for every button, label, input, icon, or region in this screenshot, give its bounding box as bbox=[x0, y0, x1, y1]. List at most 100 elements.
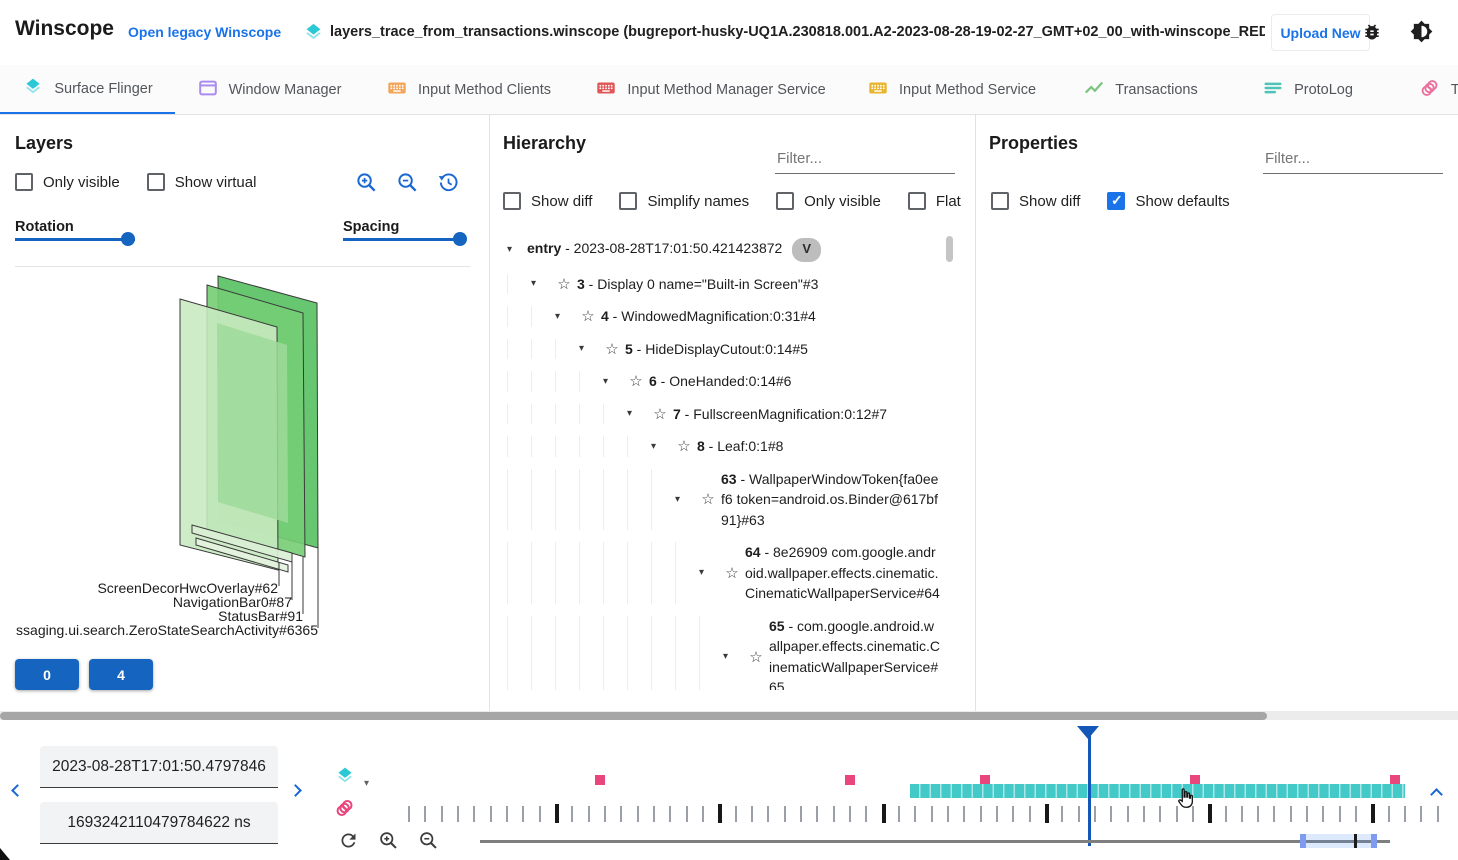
node-label: 6 - OneHanded:0:14#6 bbox=[649, 373, 792, 389]
checkbox-icon[interactable] bbox=[776, 192, 795, 210]
tree-node-3[interactable]: ▾ ☆ 3 - Display 0 name="Built-in Screen"#3 bbox=[491, 268, 946, 301]
pin-star-icon[interactable]: ☆ bbox=[749, 648, 763, 666]
option-show-diff[interactable]: Show diff bbox=[991, 192, 1080, 210]
ruler-tick bbox=[1224, 806, 1227, 822]
sf-trace-bar[interactable] bbox=[910, 784, 1405, 798]
transition-marker[interactable] bbox=[595, 775, 605, 785]
tree-node-5[interactable]: ▾ ☆ 5 - HideDisplayCutout:0:14#5 bbox=[491, 333, 946, 366]
collapse-arrow-icon[interactable]: ▾ bbox=[651, 440, 657, 452]
transition-marker[interactable] bbox=[980, 775, 990, 785]
checkbox-icon[interactable] bbox=[1107, 192, 1126, 210]
upload-new-button[interactable]: Upload New bbox=[1271, 14, 1370, 51]
timeline-cursor[interactable] bbox=[1088, 728, 1091, 846]
tree-node-6[interactable]: ▾ ☆ 6 - OneHanded:0:14#6 bbox=[491, 365, 946, 398]
display-0-button[interactable]: 0 bbox=[15, 659, 79, 690]
tab-window-manager[interactable]: Window Manager bbox=[175, 65, 363, 114]
indent-guide bbox=[555, 468, 579, 530]
checkbox-icon[interactable] bbox=[15, 173, 33, 191]
timeline-ruler[interactable] bbox=[0, 720, 1458, 860]
refresh-icon[interactable] bbox=[338, 830, 359, 856]
ns-timestamp-field[interactable] bbox=[40, 802, 278, 844]
range-handle-right[interactable] bbox=[1371, 834, 1377, 848]
only-visible-option[interactable]: Only visible bbox=[15, 173, 120, 191]
tree-node-4[interactable]: ▾ ☆ 4 - WindowedMagnification:0:31#4 bbox=[491, 300, 946, 333]
range-handle-left[interactable] bbox=[1300, 834, 1306, 848]
pin-star-icon[interactable]: ☆ bbox=[581, 308, 595, 326]
zoom-out-icon[interactable] bbox=[396, 171, 419, 199]
hierarchy-scrollbar[interactable] bbox=[946, 236, 953, 686]
tab-transitions[interactable]: Transitions bbox=[1390, 65, 1458, 114]
tab-input-method-manager-service[interactable]: Input Method Manager Service bbox=[574, 65, 847, 114]
tab-input-method-service[interactable]: Input Method Service bbox=[847, 65, 1056, 114]
timeline-range-track[interactable] bbox=[480, 840, 1390, 843]
dark-mode-toggle-icon[interactable] bbox=[1410, 20, 1433, 48]
tree-node-8[interactable]: ▾ ☆ 8 - Leaf:0:1#8 bbox=[491, 430, 946, 463]
tab-protolog[interactable]: ProtoLog bbox=[1225, 65, 1390, 114]
ruler-tick bbox=[1061, 806, 1064, 822]
tree-node-65[interactable]: ▾ ☆ 65 - com.google.android.wallpaper.effe… bbox=[491, 610, 946, 690]
pin-star-icon[interactable]: ☆ bbox=[677, 438, 691, 456]
hierarchy-filter-input[interactable] bbox=[775, 148, 955, 174]
properties-filter-input[interactable] bbox=[1263, 148, 1443, 174]
node-label: 7 - FullscreenMagnification:0:12#7 bbox=[673, 405, 888, 422]
collapse-arrow-icon[interactable]: ▾ bbox=[507, 244, 513, 256]
collapse-arrow-icon[interactable]: ▾ bbox=[579, 343, 585, 355]
pin-star-icon[interactable]: ☆ bbox=[605, 340, 619, 358]
option-flat[interactable]: Flat bbox=[907, 192, 961, 210]
zoom-in-icon[interactable] bbox=[378, 830, 399, 856]
rotation-slider[interactable] bbox=[15, 232, 135, 246]
tree-node-entry[interactable]: ▾ entry - 2023-08-28T17:01:50.421423872 V bbox=[491, 232, 946, 268]
collapse-arrow-icon[interactable]: ▾ bbox=[723, 651, 729, 662]
option-show-defaults[interactable]: Show defaults bbox=[1107, 192, 1230, 210]
collapse-arrow-icon[interactable]: ▾ bbox=[603, 375, 609, 387]
checkbox-icon[interactable] bbox=[146, 173, 165, 191]
open-legacy-link[interactable]: Open legacy Winscope bbox=[128, 24, 282, 40]
collapse-arrow-icon[interactable]: ▾ bbox=[531, 278, 537, 290]
ruler-tick bbox=[799, 806, 802, 822]
report-bug-icon[interactable] bbox=[1362, 22, 1382, 47]
node-label: 63 - WallpaperWindowToken{fa0eef6 token=… bbox=[721, 470, 939, 528]
zoom-in-icon[interactable] bbox=[355, 171, 378, 199]
collapse-arrow-icon[interactable]: ▾ bbox=[627, 408, 633, 420]
tree-node-63[interactable]: ▾ ☆ 63 - WallpaperWindowToken{fa0eef6 toke… bbox=[491, 463, 946, 537]
transition-marker[interactable] bbox=[1190, 775, 1200, 785]
transition-marker[interactable] bbox=[845, 775, 855, 785]
timeline-range-selection[interactable] bbox=[1300, 834, 1377, 848]
option-only-visible[interactable]: Only visible bbox=[776, 192, 881, 210]
collapse-arrow-icon[interactable]: ▾ bbox=[699, 567, 705, 579]
tree-node-64[interactable]: ▾ ☆ 64 - 8e26909 com.google.android.wallpa… bbox=[491, 536, 946, 610]
checkbox-icon[interactable] bbox=[619, 192, 638, 210]
tab-label: Surface Flinger bbox=[54, 80, 153, 97]
main-horizontal-scrollbar[interactable] bbox=[0, 711, 1458, 720]
tab-label: Window Manager bbox=[228, 82, 342, 98]
tab-input-method-clients[interactable]: Input Method Clients bbox=[363, 65, 574, 114]
spacing-slider[interactable] bbox=[343, 232, 467, 246]
checkbox-label: Flat bbox=[935, 192, 961, 210]
option-simplify-names[interactable]: Simplify names bbox=[619, 192, 749, 210]
collapse-arrow-icon[interactable]: ▾ bbox=[675, 493, 681, 505]
option-show-diff[interactable]: Show diff bbox=[503, 192, 592, 210]
show-virtual-option[interactable]: Show virtual bbox=[146, 173, 256, 191]
pin-star-icon[interactable]: ☆ bbox=[629, 373, 643, 391]
checkbox-icon[interactable] bbox=[907, 192, 926, 210]
visibility-chip: V bbox=[792, 238, 821, 262]
indent-guide bbox=[507, 273, 531, 294]
tree-node-7[interactable]: ▾ ☆ 7 - FullscreenMagnification:0:12#7 bbox=[491, 398, 946, 431]
transition-marker[interactable] bbox=[1390, 775, 1400, 785]
display-4-button[interactable]: 4 bbox=[89, 659, 153, 690]
reset-view-icon[interactable] bbox=[437, 171, 460, 199]
layers-3d-view[interactable]: ScreenDecorHwcOverlay#62 NavigationBar0#… bbox=[0, 266, 489, 645]
tab-surface-flinger[interactable]: Surface Flinger bbox=[0, 65, 175, 114]
pin-star-icon[interactable]: ☆ bbox=[725, 564, 739, 582]
checkbox-icon[interactable] bbox=[503, 192, 521, 210]
pin-star-icon[interactable]: ☆ bbox=[653, 405, 667, 423]
checkbox-icon[interactable] bbox=[991, 192, 1009, 210]
tab-transactions[interactable]: Transactions bbox=[1056, 65, 1225, 114]
chevron-down-icon[interactable]: ▾ bbox=[364, 778, 370, 789]
pin-star-icon[interactable]: ☆ bbox=[557, 275, 571, 293]
zoom-out-icon[interactable] bbox=[418, 830, 439, 856]
indent-guide bbox=[627, 436, 651, 457]
pin-star-icon[interactable]: ☆ bbox=[701, 491, 715, 509]
collapse-arrow-icon[interactable]: ▾ bbox=[555, 310, 561, 322]
human-timestamp-field[interactable] bbox=[40, 746, 278, 788]
